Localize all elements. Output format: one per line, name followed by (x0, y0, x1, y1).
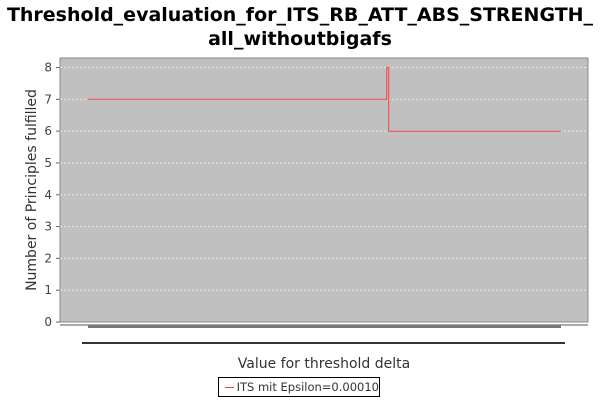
y-tick-label: 0 (44, 315, 52, 329)
x-axis-label: Value for threshold delta (238, 356, 410, 372)
y-tick-label: 4 (44, 188, 52, 202)
y-axis-label: Number of Principles fulfilled (24, 89, 40, 291)
y-tick-label: 2 (44, 251, 52, 265)
y-tick-label: 7 (44, 92, 52, 106)
y-tick-label: 8 (44, 61, 52, 75)
y-tick-label: 1 (44, 283, 52, 297)
series-line (88, 67, 561, 132)
y-axis: 0 1 2 3 4 5 6 7 8 (44, 61, 60, 329)
y-tick-label: 6 (44, 124, 52, 138)
y-tick-label: 3 (44, 220, 52, 234)
x-axis-band (88, 325, 561, 328)
plot-area (59, 57, 589, 323)
chart-title-line-1: Threshold_evaluation_for_ITS_RB_ATT_ABS_… (6, 4, 594, 26)
y-tick-label: 5 (44, 156, 52, 170)
legend-swatch (225, 386, 234, 388)
chart-title-line-2: all_withoutbigafs (208, 28, 392, 50)
legend-label: ITS mit Epsilon=0.00010 (236, 380, 379, 394)
chart-title: Threshold_evaluation_for_ITS_RB_ATT_ABS_… (0, 3, 600, 51)
legend: ITS mit Epsilon=0.00010 (218, 377, 380, 397)
series-layer (88, 67, 561, 132)
